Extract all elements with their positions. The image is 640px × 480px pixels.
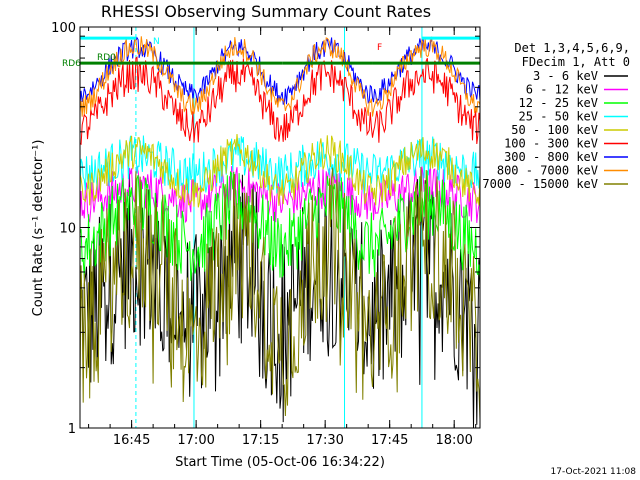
legend-entry-4: 25 - 50 keV bbox=[519, 110, 598, 124]
series-line-3 bbox=[79, 170, 481, 281]
rd6-flag-label: RD6 bbox=[62, 59, 81, 69]
series-line-5 bbox=[79, 133, 481, 208]
legend-entry-9: 7000 - 15000 keV bbox=[482, 177, 598, 191]
f-flag-label: F bbox=[377, 43, 382, 53]
plot-area: RD6 RD0 N F bbox=[62, 27, 481, 429]
series-line-9 bbox=[79, 167, 481, 420]
legend-entry-6: 100 - 300 keV bbox=[504, 137, 598, 151]
legend-entry-1: 3 - 6 keV bbox=[533, 69, 598, 83]
y-tick-label: 100 bbox=[51, 21, 76, 36]
n-flag-label: N bbox=[153, 37, 160, 47]
legend: Det 1,3,4,5,6,9, FDecim 1, Att 0 3 - 6 k… bbox=[482, 41, 630, 191]
series-line-6 bbox=[79, 56, 481, 146]
legend-entry-3: 12 - 25 keV bbox=[519, 96, 598, 110]
x-tick-label: 18:00 bbox=[435, 433, 472, 448]
chart-title: RHESSI Observing Summary Count Rates bbox=[101, 2, 431, 21]
y-tick-label: 10 bbox=[59, 222, 76, 237]
legend-entry-2: 6 - 12 keV bbox=[526, 83, 598, 97]
x-tick-label: 17:15 bbox=[242, 433, 279, 448]
x-tick-label: 17:45 bbox=[371, 433, 408, 448]
footer-timestamp: 17-Oct-2021 11:08 bbox=[551, 467, 637, 477]
x-tick-label: 17:30 bbox=[306, 433, 343, 448]
series-line-8 bbox=[79, 36, 481, 117]
legend-entry-8: 800 - 7000 keV bbox=[497, 164, 598, 178]
legend-entry-7: 300 - 800 keV bbox=[504, 150, 598, 164]
x-tick-label: 17:00 bbox=[177, 433, 214, 448]
axis-ticks: 16:45 17:00 17:15 17:30 17:45 18:00 1 10 100 bbox=[51, 21, 480, 448]
rd0-flag-label: RD0 bbox=[97, 53, 116, 63]
x-tick-label: 16:45 bbox=[113, 433, 150, 448]
legend-header-2: FDecim 1, Att 0 bbox=[522, 55, 630, 69]
y-axis-label: Count Rate (s⁻¹ detector⁻¹) bbox=[31, 140, 46, 317]
legend-entry-5: 50 - 100 keV bbox=[511, 123, 598, 137]
x-axis-label: Start Time (05-Oct-06 16:34:22) bbox=[175, 455, 385, 470]
legend-header-1: Det 1,3,4,5,6,9, bbox=[514, 41, 630, 55]
y-tick-label: 1 bbox=[68, 422, 76, 437]
